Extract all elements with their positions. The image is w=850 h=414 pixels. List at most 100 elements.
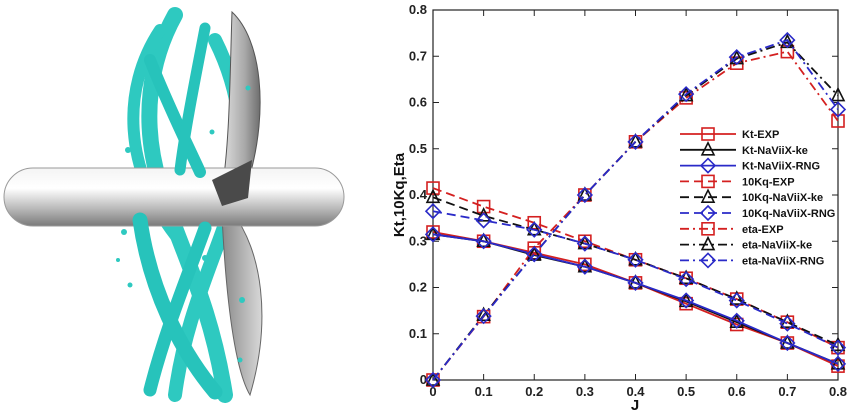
series-eta-NaViiX-RNG (424, 31, 847, 389)
data-point (475, 233, 492, 250)
series-line (432, 39, 839, 381)
x-tick-label: 0.8 (829, 384, 847, 399)
data-point (627, 251, 644, 268)
propeller-blade-lower (221, 211, 263, 397)
series-10Kq-NaViiX-RNG (424, 203, 847, 356)
data-point (576, 258, 594, 275)
series-line (432, 233, 839, 365)
legend-marker (701, 174, 715, 189)
data-point (425, 188, 441, 204)
data-point (829, 339, 847, 356)
series-line (432, 210, 839, 349)
data-point (779, 334, 796, 352)
legend-label: 10Kq-EXP (742, 176, 795, 188)
y-tick-label: 0.4 (409, 187, 428, 202)
legend-marker (699, 204, 717, 222)
legend-marker (700, 235, 716, 251)
propeller-shaft (3, 167, 345, 227)
legend-marker (701, 222, 715, 236)
data-point (779, 31, 796, 49)
performance-chart: 0 0.1 0.2 0.3 0.4 0.5 0.6 0.7 0.8 00.10.20.30.40… (391, 2, 847, 414)
vortex-speckles (116, 85, 251, 363)
data-point (476, 306, 491, 322)
x-tick-label: 0.4 (626, 384, 645, 399)
y-tick-label: 0 (420, 372, 427, 387)
x-axis: 0 0.1 0.2 0.3 0.4 0.5 0.6 0.7 0.8 (429, 10, 847, 399)
propeller-vortex-illustration (3, 7, 345, 403)
series-line (432, 196, 839, 347)
y-tick-label: 0.2 (409, 280, 427, 295)
x-tick-label: 0 (429, 384, 436, 399)
x-tick-label: 0.1 (475, 384, 493, 399)
data-point (476, 207, 491, 222)
data-point (677, 86, 695, 103)
x-axis-title: J (631, 397, 639, 414)
data-point (426, 181, 440, 195)
data-point (728, 292, 745, 309)
series-layer (424, 31, 847, 389)
vortex-front-bands (132, 22, 223, 400)
data-point (729, 290, 745, 305)
data-point (679, 91, 693, 105)
legend-label: eta-NaViiX-ke (742, 240, 812, 252)
x-tick-label: 0.2 (525, 384, 543, 399)
data-point (780, 44, 795, 59)
legend-label: eta-EXP (742, 224, 784, 236)
y-axis-title: Kt,10Kq,Eta (391, 152, 408, 237)
data-point (424, 226, 442, 243)
data-point (424, 203, 442, 220)
legend-label: eta-NaViiX-RNG (742, 255, 824, 267)
data-point (425, 225, 441, 241)
data-point (576, 186, 594, 204)
data-point (677, 292, 695, 309)
x-tick-label: 0.3 (576, 384, 594, 399)
data-point (780, 313, 795, 328)
data-point (526, 245, 542, 261)
data-point (677, 271, 695, 288)
data-point (728, 49, 745, 66)
legend-marker (700, 188, 716, 203)
legend-marker (701, 127, 715, 141)
data-point (475, 212, 492, 229)
x-tick-label: 0.7 (778, 384, 796, 399)
x-tick-label: 0.6 (728, 384, 746, 399)
legend-label: 10Kq-NaViiX-ke (742, 192, 823, 204)
data-point (831, 359, 845, 373)
data-point (425, 371, 441, 386)
legend-label: 10Kq-NaViiX-RNG (742, 208, 835, 220)
data-point (576, 235, 594, 252)
legend-marker (699, 157, 717, 174)
legend-marker (699, 252, 717, 269)
legend-label: Kt-NaViiX-ke (742, 145, 808, 157)
legend-label: Kt-EXP (742, 129, 779, 141)
data-point (627, 133, 644, 150)
legend-label: Kt-NaViiX-RNG (742, 161, 820, 173)
y-tick-label: 0.5 (409, 141, 427, 156)
data-point (424, 371, 442, 389)
y-tick-label: 0.3 (409, 233, 427, 248)
data-point (831, 114, 845, 128)
data-point (476, 199, 491, 214)
data-point (628, 250, 643, 266)
propeller-blade-upper (221, 10, 261, 191)
data-point (527, 241, 542, 255)
propeller-hub-blade (212, 160, 252, 206)
y-tick-label: 0.7 (409, 48, 427, 63)
data-point (577, 234, 593, 250)
y-tick-label: 0.1 (409, 326, 427, 341)
y-axis: 0 0.1 0.2 0.3 0.4 0.5 0.6 0.7 0.8 (409, 2, 838, 387)
legend: Kt-EXP Kt-NaViiX-ke Kt-NaViiX-RNG 10Kq-EXP 1… (680, 127, 835, 269)
data-point (779, 315, 796, 332)
x-tick-label: 0.5 (677, 384, 695, 399)
data-point (577, 186, 593, 201)
y-tick-label: 0.6 (409, 95, 427, 110)
data-point (829, 355, 847, 372)
y-tick-label: 0.8 (409, 2, 427, 17)
data-point (627, 274, 644, 292)
data-point (475, 308, 492, 325)
data-point (628, 133, 643, 148)
data-point (526, 246, 543, 263)
data-point (830, 86, 846, 102)
data-point (526, 221, 543, 238)
